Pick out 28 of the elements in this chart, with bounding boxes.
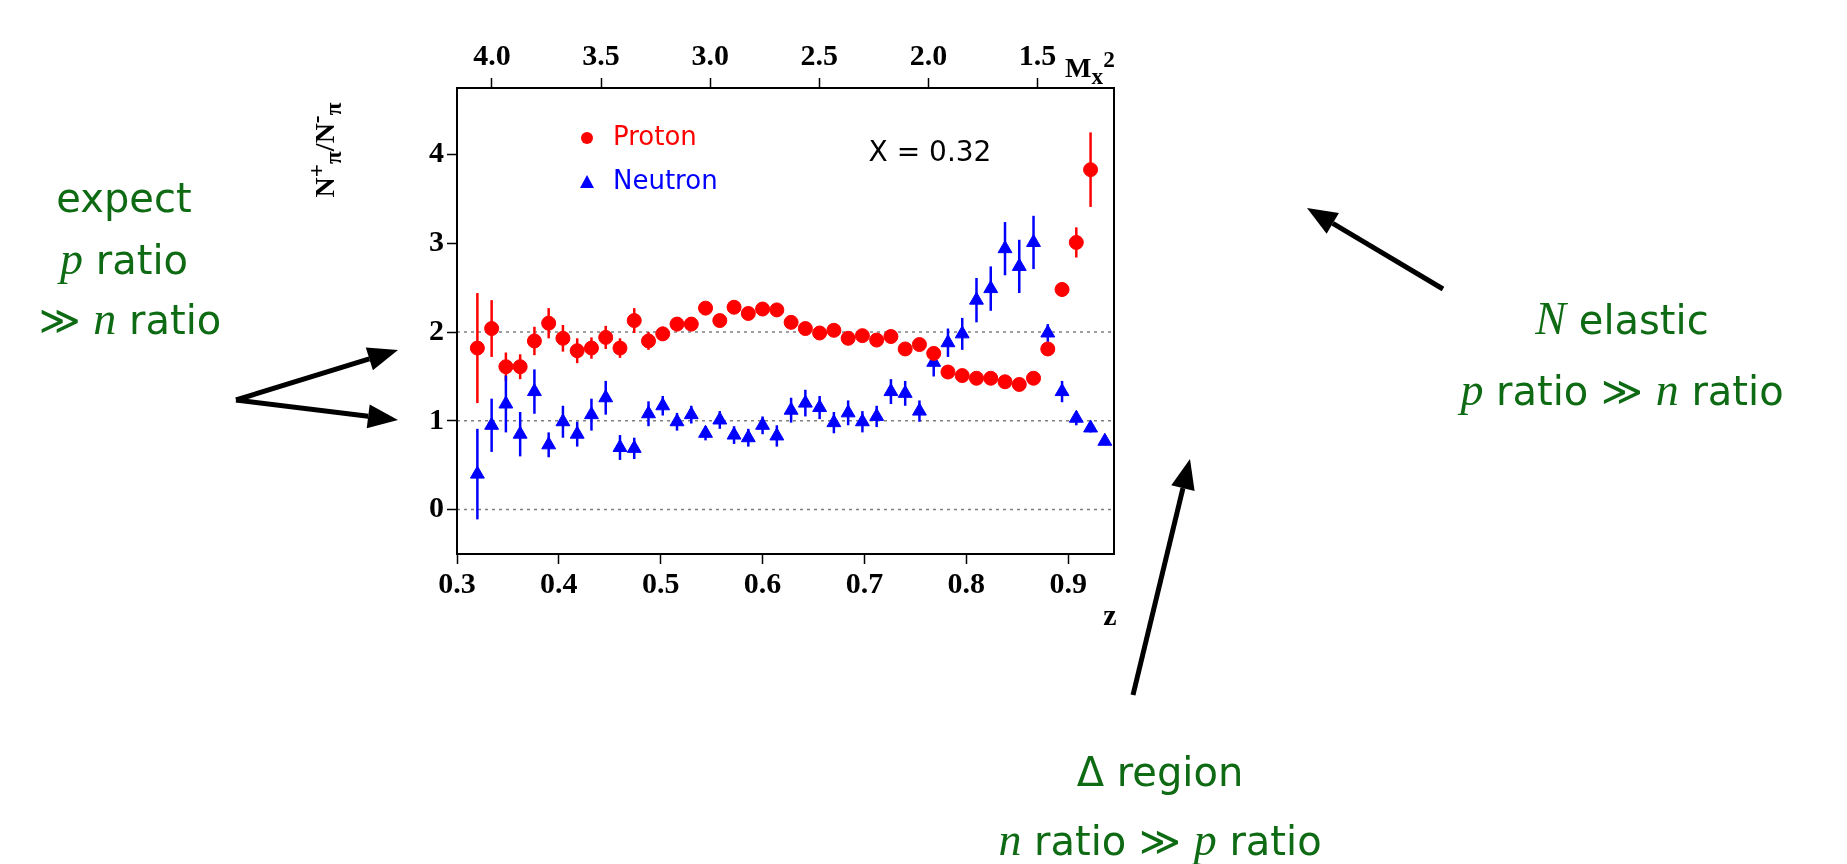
text: ≫ n ratio	[38, 291, 222, 345]
x2-tick-label: 4.0	[473, 37, 511, 71]
x-tick-label: 0.4	[540, 565, 578, 599]
text: N elastic	[1535, 291, 1709, 345]
x-tick-label: 0.6	[743, 565, 782, 599]
x2-tick-label: 1.5	[1018, 37, 1057, 71]
x2-tick-label: 3.5	[582, 37, 620, 71]
legend-label: Neutron	[613, 164, 718, 195]
x-tick-label: 0.8	[947, 565, 986, 599]
y-tick-label: 0	[429, 490, 444, 524]
x2-tick-label: 3.0	[691, 37, 729, 71]
text: Δ region	[1076, 749, 1244, 795]
x-axis-title: z	[1103, 598, 1117, 632]
x-tick-label: 0.3	[438, 565, 476, 599]
y-tick-label: 2	[429, 312, 444, 346]
x2-tick-label: 2.0	[909, 37, 948, 71]
text: n ratio ≫ p ratio	[998, 812, 1322, 864]
y-tick-label: 1	[429, 401, 444, 435]
y-tick-label: 4	[429, 135, 444, 169]
x-tick-label: 0.5	[641, 565, 680, 599]
legend-label: Proton	[613, 120, 697, 151]
y-tick-label: 3	[429, 224, 444, 258]
annotation: X = 0.32	[868, 134, 992, 168]
text: expect	[56, 175, 192, 221]
text: p ratio ≫ n ratio	[1460, 362, 1784, 416]
x-tick-label: 0.7	[845, 565, 884, 599]
x-tick-label: 0.9	[1049, 565, 1087, 599]
x2-tick-label: 2.5	[800, 37, 839, 71]
